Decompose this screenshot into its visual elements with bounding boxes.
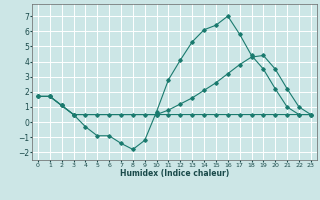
X-axis label: Humidex (Indice chaleur): Humidex (Indice chaleur)	[120, 169, 229, 178]
